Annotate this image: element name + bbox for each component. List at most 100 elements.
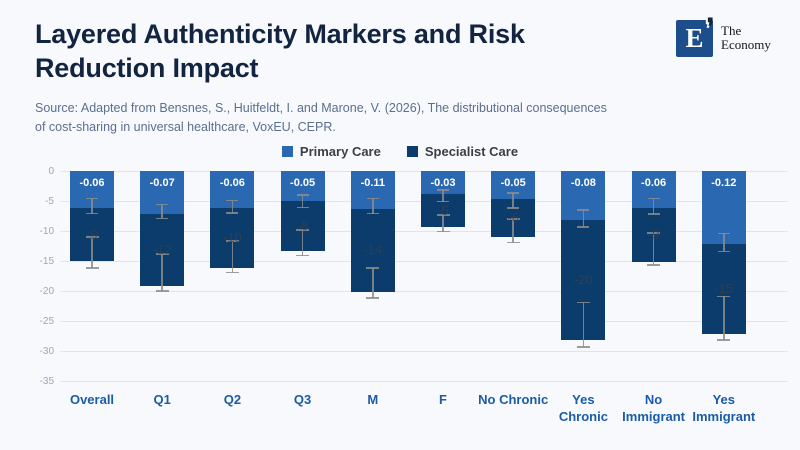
error-bar-primary [91,198,93,214]
error-bar-total-cap-bottom [576,346,590,348]
y-tick-label: -20 [39,286,54,297]
error-bar-primary-cap-bottom [296,206,309,209]
legend-item-primary-care: Primary Care [281,143,381,159]
y-tick-label: 0 [48,166,54,177]
source-note: Source: Adapted from Bensnes, S., Huitfe… [35,101,607,135]
error-bar-primary-cap-top [296,194,309,196]
bar-value-label-primary: -0.05 [500,177,526,189]
economy-logo-icon: E [676,20,713,57]
bar-value-label-primary: -0.12 [711,177,737,189]
bar-value-label-specialist: -8 [296,217,309,233]
error-bar-total [582,302,585,347]
error-bar-total-cap-top [296,229,310,231]
legend-swatch-specialist-care [406,145,418,157]
error-bar-total [161,253,163,291]
error-bar-total-cap-bottom [436,230,450,233]
bar-value-label-specialist: -20 [573,271,593,287]
logo-quote-mark: ❜ [707,14,715,39]
x-axis-label-overall: Overall [69,392,115,407]
error-bar-primary-cap-top [647,197,660,200]
error-bar-total-cap-bottom [225,271,239,274]
error-bar-total [652,232,655,266]
logo-wordmark-line1: The [721,23,742,38]
x-axis-label-q1: Q1 [153,392,171,407]
error-bar-primary-cap-top [226,199,239,202]
error-bar-primary [301,195,304,208]
bar-value-label-primary: -0.06 [219,177,245,189]
error-bar-primary-cap-bottom [156,217,169,220]
error-bar-primary-cap-bottom [86,212,98,215]
error-bar-primary [372,198,374,214]
legend-swatch-primary-care [281,145,293,157]
error-bar-primary [512,193,514,209]
error-bar-primary-cap-bottom [437,200,449,203]
x-axis-label-f: F [439,392,447,407]
bar-value-label-primary: -0.11 [360,177,386,189]
bar-value-label-specialist: -14 [363,242,383,258]
gridline-y-10 [60,231,788,232]
error-bar-primary-cap-top [437,189,449,191]
error-bar-total-cap-bottom [506,241,520,244]
legend-label-primary-care: Primary Care [299,143,381,159]
error-bar-primary [442,190,444,202]
error-bar-total-cap-top [85,236,99,238]
error-bar-total-cap-bottom [717,339,731,341]
error-bar-total-cap-bottom [155,290,169,292]
logo-letter: E [685,23,704,53]
logo-wordmark-line2: Economy [721,37,771,53]
y-tick-label: -5 [45,196,54,207]
error-bar-primary [582,210,585,227]
bar-value-label-primary: -0.08 [570,177,596,189]
bar-value-label-primary: -0.05 [290,177,316,189]
error-bar-primary-cap-bottom [577,226,590,228]
gridline-y-35 [60,381,788,382]
error-bar-primary-cap-top [507,192,520,194]
bar-value-label-specialist: -9 [647,226,660,242]
gridline-y-20 [60,291,788,292]
error-bar-primary-cap-bottom [717,250,730,253]
error-bar-primary [231,200,234,213]
error-bar-primary-cap-top [577,209,590,211]
error-bar-total-cap-bottom [366,297,380,299]
bar-segment-primary [421,171,465,195]
error-bar-total [512,219,514,243]
error-bar-primary-cap-top [86,197,98,200]
bar-value-label-primary: -0.06 [79,177,105,189]
error-bar-primary-cap-bottom [226,212,239,214]
bar-value-label-specialist: -6 [507,210,519,226]
page-title: Layered Authenticity Markers and Risk Re… [35,19,525,83]
error-bar-primary-cap-top [717,232,730,235]
bar-value-label-specialist: -12 [152,242,172,258]
error-bar-primary-cap-top [156,203,169,206]
chart-legend: Primary Care Specialist Care [0,142,800,160]
bar-segment-primary [701,171,746,245]
error-bar-total [442,214,444,232]
x-axis-label-no-immigrant: No Immigrant [622,392,686,424]
error-bar-primary [723,233,725,252]
y-tick-label: -10 [39,226,54,237]
logo-wordmark: The Economy [721,23,771,53]
bar-value-label-specialist: -10 [222,229,242,245]
bar-value-label-primary: -0.03 [430,177,456,189]
error-bar-total-cap-top [506,218,520,220]
error-bar-total [301,229,304,256]
error-bar-total-cap-top [225,240,239,242]
bar-value-label-primary: -0.06 [641,177,667,189]
error-bar-total-cap-top [155,253,169,255]
error-bar-total [372,268,374,299]
error-bar-total-cap-top [576,301,590,304]
x-axis-label-no-chronic: No Chronic [478,392,549,407]
error-bar-total [91,237,93,269]
x-axis-label-m: M [367,392,379,407]
legend-item-specialist-care: Specialist Care [406,144,518,159]
error-bar-total-cap-top [366,267,380,269]
error-bar-total-cap-top [647,232,661,234]
economy-logo: E ❜ The Economy [676,14,786,60]
error-bar-primary-cap-top [366,197,379,200]
error-bar-total [231,241,234,273]
bar-value-label-specialist: -15 [714,281,734,297]
error-bar-primary [161,204,163,219]
x-axis-label-q2: Q2 [223,392,242,407]
